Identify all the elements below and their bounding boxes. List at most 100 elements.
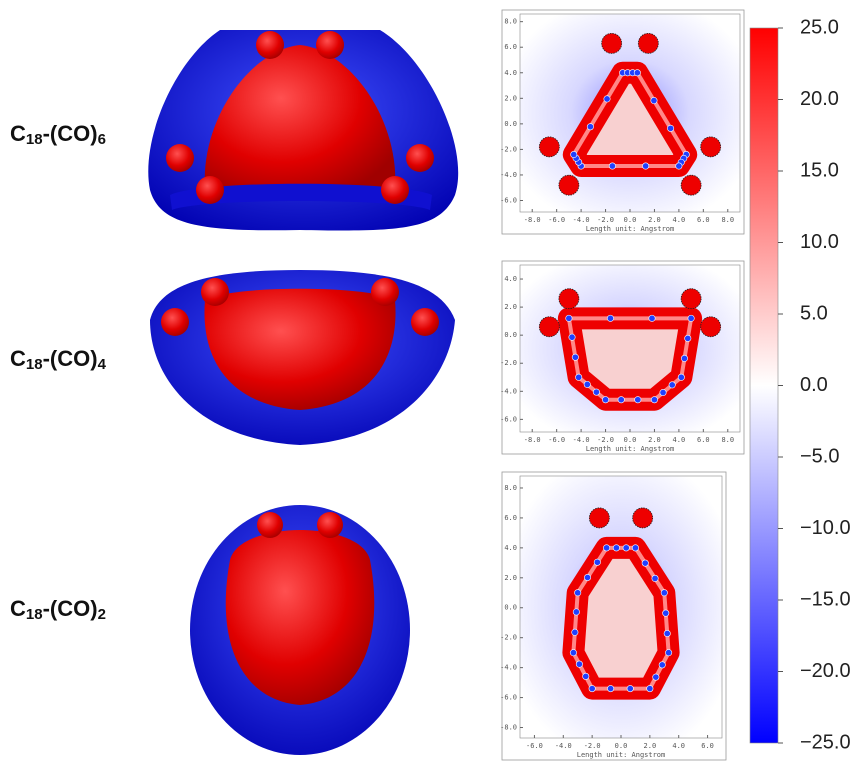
colorbar-tick-label: 25.0 [800,16,839,38]
map-atom [584,574,590,580]
x-tick-label: 4.0 [672,742,685,750]
y-tick-label: 0.0 [504,331,517,339]
y-tick-label: -6.0 [500,197,517,205]
map-lobe [589,508,609,528]
map-lobe [539,317,559,337]
colorbar-tick-label: 5.0 [800,302,828,324]
colorbar-tick-label: 15.0 [800,159,839,181]
molecule-label: C18-(CO)2 [10,596,106,623]
colorbar-tick-label: 0.0 [800,374,828,396]
map-atom [676,163,682,169]
map-atom [632,545,638,551]
x-tick-label: -2.0 [597,216,614,224]
y-tick-label: 0.0 [504,604,517,612]
map-atom [665,649,671,655]
x-tick-label: -6.0 [548,216,565,224]
map-atom [593,389,599,395]
map-atom [627,685,633,691]
map-atom [642,560,648,566]
y-tick-label: -6.0 [500,415,517,423]
map-atom [647,685,653,691]
map-atom [572,629,578,635]
colorbar-tick-label: −10.0 [800,517,851,539]
y-tick-label: 8.0 [504,18,517,26]
x-tick-label: -2.0 [584,742,601,750]
y-tick-label: 4.0 [504,69,517,77]
render-co6 [148,30,458,231]
map-atom [609,163,615,169]
map-atom [649,315,655,321]
axis-label: Length unit: Angstrom [586,225,675,233]
x-tick-label: 8.0 [721,436,734,444]
map-atom [575,374,581,380]
x-tick-label: -8.0 [524,216,541,224]
map-atom [613,545,619,551]
map-atom [653,674,659,680]
molecule-label: C18-(CO)4 [10,346,107,373]
render-co4 [150,270,455,445]
y-tick-label: 2.0 [504,94,517,102]
y-tick-label: -4.0 [500,171,517,179]
colorbar-tick-label: −25.0 [800,731,851,753]
axis-label: Length unit: Angstrom [586,445,675,453]
y-tick-label: 0.0 [504,120,517,128]
map-atom [570,649,576,655]
map-atom [566,315,572,321]
map-atom [602,397,608,403]
colorbar-tick-label: −20.0 [800,660,851,682]
map-atom [634,70,640,76]
map-atom [623,545,629,551]
map-atom [603,545,609,551]
x-tick-label: -6.0 [526,742,543,750]
map-lobe [559,175,579,195]
x-tick-label: 4.0 [673,216,686,224]
map-atom [660,389,666,395]
map-atom [587,124,593,130]
x-tick-label: 2.0 [648,216,661,224]
x-tick-label: 4.0 [673,436,686,444]
map-atom [661,590,667,596]
map-lobe [559,289,579,309]
x-tick-label: 6.0 [697,216,710,224]
y-tick-label: -2.0 [500,145,517,153]
render-co2 [190,505,410,755]
axis-label: Length unit: Angstrom [577,751,666,759]
map-lobe [701,317,721,337]
y-tick-label: -4.0 [500,387,517,395]
map-atom [618,397,624,403]
map-atom [607,685,613,691]
x-tick-label: 2.0 [644,742,657,750]
map-atom [576,661,582,667]
x-tick-label: -2.0 [597,436,614,444]
map-atom [667,125,673,131]
map-atom [652,575,658,581]
map-atom [681,355,687,361]
colorbar-tick-label: 20.0 [800,88,839,110]
colorbar-tick-label: 10.0 [800,231,839,253]
map-atom [571,151,577,157]
map-atom [572,354,578,360]
x-tick-label: -4.0 [573,436,590,444]
x-tick-label: 0.0 [615,742,628,750]
x-tick-label: -4.0 [573,216,590,224]
x-tick-label: 6.0 [701,742,714,750]
y-tick-label: 6.0 [504,43,517,51]
x-tick-label: 2.0 [648,436,661,444]
map-atom [685,335,691,341]
map-lobe [701,137,721,157]
map-atom [651,397,657,403]
map-shell [573,548,668,689]
map-atom [594,559,600,565]
map-atom [569,334,575,340]
figure: C18-(CO)6 C18-(CO)4 C18-(CO)2 25.020.015… [0,0,861,762]
x-tick-label: 8.0 [721,216,734,224]
map-atom [678,374,684,380]
y-tick-label: 4.0 [504,275,517,283]
x-tick-label: 6.0 [697,436,710,444]
map-lobe [633,508,653,528]
x-tick-label: 0.0 [624,216,637,224]
x-tick-label: -4.0 [555,742,572,750]
colorbar-tick-label: −5.0 [800,445,839,467]
map-atom [659,662,665,668]
y-tick-label: -6.0 [500,694,517,702]
